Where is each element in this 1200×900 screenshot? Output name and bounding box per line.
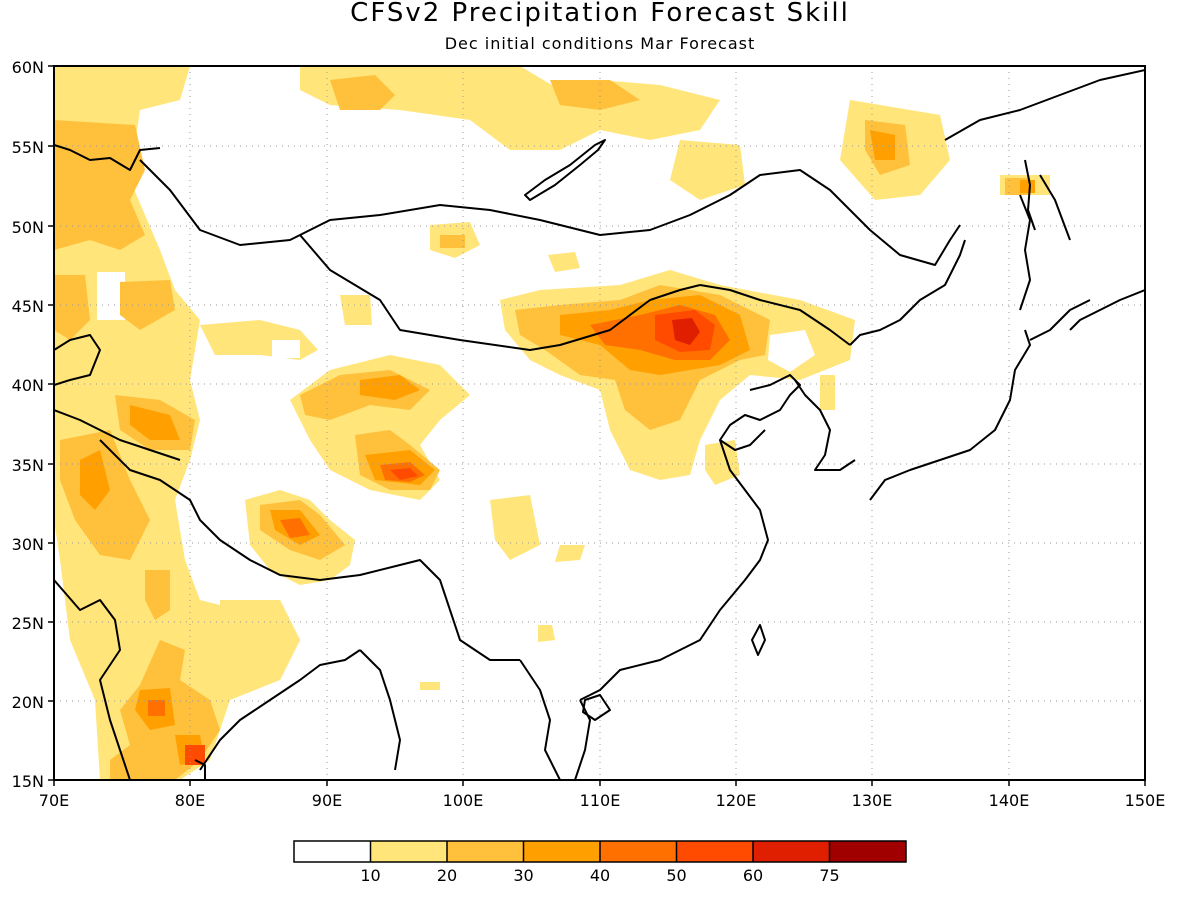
colorbar-swatch: [294, 841, 371, 862]
latitude-labels: 60N 55N 50N 45N 40N 35N 30N 25N 20N 15N: [12, 58, 44, 791]
colorbar-label: 10: [360, 866, 380, 885]
lat-label: 35N: [12, 456, 44, 475]
lon-label: 100E: [443, 791, 484, 810]
colorbar-swatch: [523, 841, 600, 862]
colorbar-swatch: [829, 841, 906, 862]
lon-label: 70E: [39, 791, 69, 810]
lat-label: 45N: [12, 297, 44, 316]
colorbar-swatch: [600, 841, 677, 862]
colorbar-label: 60: [743, 866, 763, 885]
lat-label: 20N: [12, 693, 44, 712]
chart-title: CFSv2 Precipitation Forecast Skill: [350, 0, 850, 28]
lat-label: 25N: [12, 614, 44, 633]
lon-label: 80E: [175, 791, 205, 810]
lat-label: 40N: [12, 376, 44, 395]
grid-lines: [54, 66, 1145, 780]
lon-label: 90E: [312, 791, 342, 810]
colorbar-label: 40: [590, 866, 610, 885]
colorbar-label: 75: [819, 866, 839, 885]
colorbar: 10 20 30 40 50 60 75: [293, 840, 907, 885]
lon-label: 140E: [989, 791, 1030, 810]
lat-label: 55N: [12, 138, 44, 157]
lat-label: 15N: [12, 772, 44, 791]
colorbar-swatch: [753, 841, 830, 862]
colorbar-label: 30: [513, 866, 533, 885]
colorbar-swatch: [447, 841, 524, 862]
lat-label: 50N: [12, 218, 44, 237]
colorbar-label: 20: [437, 866, 457, 885]
lon-label: 120E: [716, 791, 757, 810]
colorbar-swatch: [676, 841, 753, 862]
colorbar-label: 50: [666, 866, 686, 885]
colorbar-swatch: [370, 841, 447, 862]
coastlines: [54, 69, 1145, 780]
lat-label: 30N: [12, 535, 44, 554]
lon-label: 130E: [852, 791, 893, 810]
lon-label: 110E: [580, 791, 621, 810]
lon-label: 150E: [1125, 791, 1166, 810]
skill-shading: [54, 66, 1050, 780]
longitude-labels: 70E 80E 90E 100E 110E 120E 130E 140E 150…: [39, 791, 1166, 810]
tick-marks: [48, 65, 1146, 786]
lat-label: 60N: [12, 58, 44, 77]
chart-subtitle: Dec initial conditions Mar Forecast: [444, 34, 756, 53]
